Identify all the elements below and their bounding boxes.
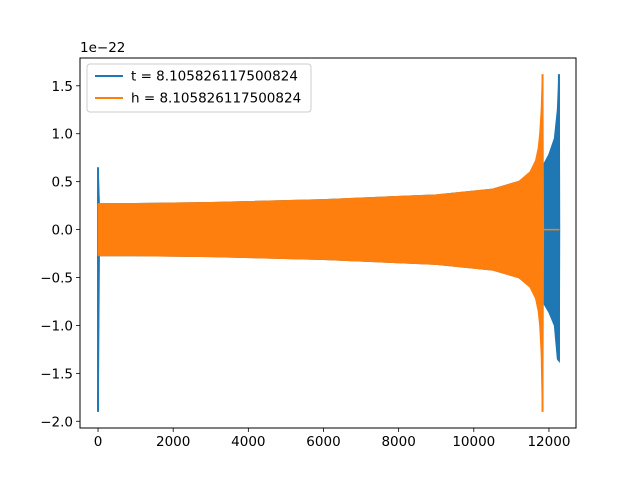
- x-tick-label: 8000: [381, 434, 415, 450]
- x-tick-label: 0: [94, 434, 103, 450]
- y-tick-label: 0.5: [52, 175, 73, 191]
- y-tick-label: −1.0: [40, 318, 73, 334]
- x-axis: 0 2000 4000 6000 8000 10000 12000: [94, 428, 570, 450]
- legend-label-t: t = 8.105826117500824: [131, 69, 298, 85]
- y-axis: −2.0 −1.5 −1.0 −0.5 0.0 0.5 1.0 1.5: [40, 79, 80, 430]
- y-tick-label: −2.0: [40, 414, 73, 430]
- x-tick-label: 6000: [306, 434, 340, 450]
- x-tick-label: 10000: [452, 434, 495, 450]
- series-1-lower-envelope: [98, 229, 545, 412]
- series-layer: [97, 74, 561, 412]
- x-tick-label: 2000: [156, 434, 190, 450]
- y-tick-label: 1.0: [52, 127, 73, 143]
- legend-frame: [86, 63, 312, 113]
- legend-label-h: h = 8.105826117500824: [131, 91, 301, 107]
- axes-frame: [79, 57, 577, 429]
- series-1-upper-envelope: [98, 74, 545, 230]
- series-1: [97, 74, 560, 412]
- legend: t = 8.105826117500824 h = 8.105826117500…: [86, 63, 312, 113]
- y-offset-text: 1e−22: [80, 40, 125, 56]
- y-tick-label: −0.5: [40, 271, 73, 287]
- x-tick-label: 4000: [231, 434, 265, 450]
- y-tick-label: −1.5: [40, 366, 73, 382]
- x-tick-label: 12000: [527, 434, 570, 450]
- series-1-oscillation: [97, 74, 544, 411]
- y-tick-label: 1.5: [52, 79, 73, 95]
- y-tick-label: 0.0: [52, 223, 73, 239]
